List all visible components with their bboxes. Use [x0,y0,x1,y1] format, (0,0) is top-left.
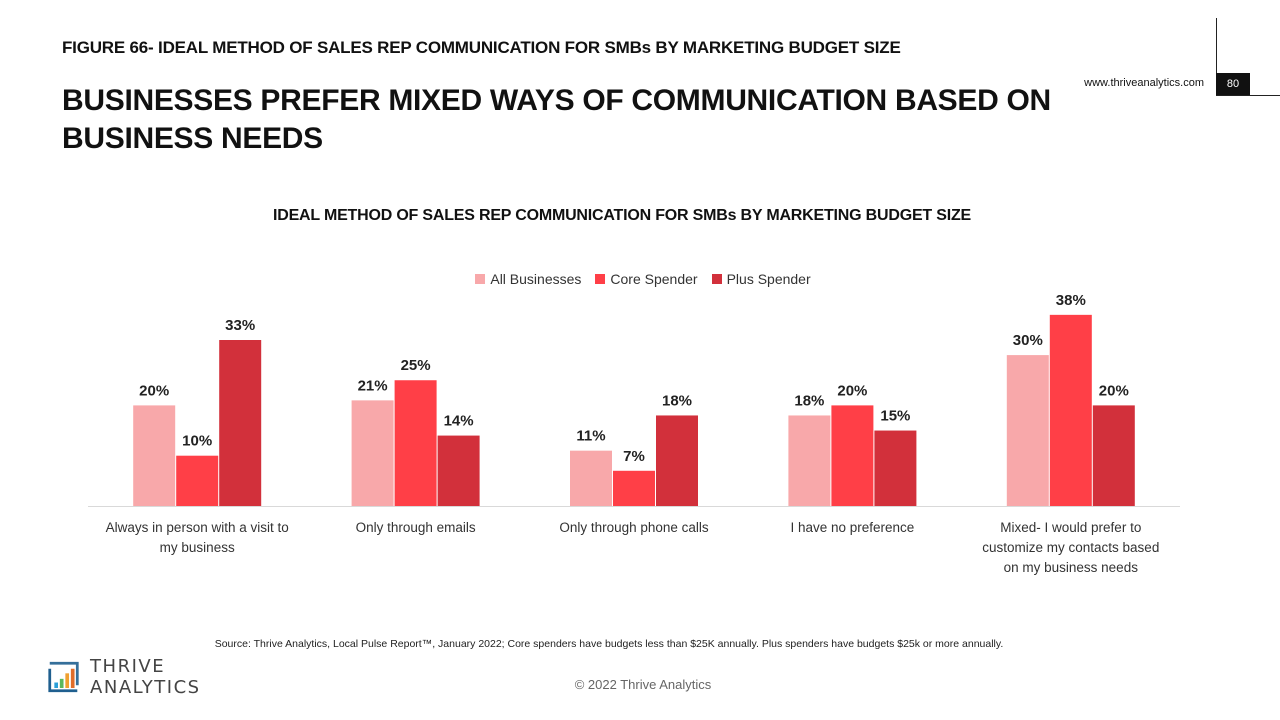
site-url[interactable]: www.thriveanalytics.com [1084,77,1204,89]
data-label: 20% [1099,382,1129,399]
category-label: customize my contacts based [982,540,1159,555]
category-label: Only through emails [356,520,476,535]
data-label: 30% [1013,332,1043,349]
bar-plus-spender-2 [656,415,698,506]
copyright: © 2022 Thrive Analytics [574,677,712,692]
chart-legend: All Businesses Core Spender Plus Spender [0,271,1280,287]
data-label: 11% [576,428,605,445]
bar-core-spender-3 [831,405,874,506]
bar-all-businesses-2 [570,450,612,506]
bar-all-businesses-0 [133,405,176,506]
data-label: 14% [444,413,474,430]
data-label: 25% [401,357,431,374]
legend-item-all-businesses: All Businesses [475,271,581,287]
category-label: my business [160,540,235,555]
page-title: BUSINESSES PREFER MIXED WAYS OF COMMUNIC… [62,84,1051,155]
legend-item-core-spender: Core Spender [595,271,698,287]
data-label: 18% [662,392,692,409]
data-label: 33% [225,317,255,334]
category-label: on my business needs [1004,560,1139,575]
bar-chart-logo-icon [48,661,79,693]
category-label: Mixed- I would prefer to [1000,520,1141,535]
page-number: 80 [1216,73,1250,95]
legend-label-core-spender: Core Spender [610,271,698,287]
bar-core-spender-0 [176,455,219,506]
bar-all-businesses-4 [1006,355,1049,506]
bar-core-spender-4 [1049,314,1092,506]
bar-plus-spender-3 [874,430,917,506]
legend-item-plus-spender: Plus Spender [711,271,811,287]
bar-chart: 20% 10% 33% Always in person with a visit t… [88,292,1180,575]
header-divider-vertical [1216,18,1217,96]
bar-core-spender-1 [394,380,437,506]
chart-title: IDEAL METHOD OF SALES REP COMMUNICATION … [272,207,972,224]
data-label: 7% [623,448,645,465]
legend-swatch-core-spender [595,274,606,284]
data-label: 10% [182,433,212,450]
figure-label: FIGURE 66- IDEAL METHOD OF SALES REP COM… [62,38,901,57]
legend-swatch-plus-spender [711,274,722,284]
bar-all-businesses-3 [788,415,831,506]
category-label: Always in person with a visit to [106,520,289,535]
header-divider-horizontal [1216,95,1280,96]
logo-text: THRIVE ANALYTICS [90,656,201,698]
bar-core-spender-2 [613,470,655,506]
data-label: 21% [358,377,388,394]
data-label: 38% [1056,292,1086,309]
bar-plus-spender-0 [219,340,262,506]
category-label: I have no preference [790,520,914,535]
source-note: Source: Thrive Analytics, Local Pulse Re… [214,638,1004,650]
bar-plus-spender-1 [437,435,480,506]
data-label: 15% [880,408,910,425]
bar-all-businesses-1 [351,400,394,506]
company-logo: THRIVE ANALYTICS [47,656,267,698]
legend-swatch-all-businesses [475,274,486,284]
data-label: 20% [837,382,867,399]
data-label: 20% [139,382,169,399]
data-label: 18% [794,392,824,409]
legend-label-all-businesses: All Businesses [490,271,582,287]
category-label: Only through phone calls [559,520,709,535]
legend-label-plus-spender: Plus Spender [726,271,811,287]
bar-plus-spender-4 [1092,405,1135,506]
